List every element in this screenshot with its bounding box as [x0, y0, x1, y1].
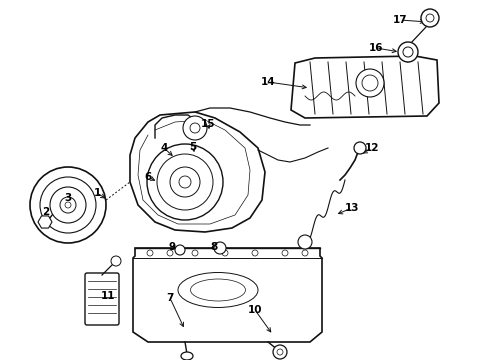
Circle shape — [421, 9, 439, 27]
Text: 6: 6 — [145, 172, 151, 182]
Circle shape — [30, 167, 106, 243]
Text: 1: 1 — [94, 188, 100, 198]
Text: 13: 13 — [345, 203, 359, 213]
Circle shape — [282, 250, 288, 256]
Polygon shape — [133, 248, 322, 342]
Text: 5: 5 — [189, 142, 196, 152]
Circle shape — [273, 345, 287, 359]
Circle shape — [354, 142, 366, 154]
Circle shape — [426, 14, 434, 22]
Ellipse shape — [191, 279, 245, 301]
Circle shape — [222, 250, 228, 256]
Circle shape — [214, 242, 226, 254]
Circle shape — [147, 144, 223, 220]
Ellipse shape — [178, 273, 258, 307]
Circle shape — [170, 167, 200, 197]
FancyBboxPatch shape — [85, 273, 119, 325]
Text: 11: 11 — [101, 291, 115, 301]
Polygon shape — [130, 112, 265, 232]
Text: 17: 17 — [392, 15, 407, 25]
Circle shape — [277, 349, 283, 355]
Text: 9: 9 — [169, 242, 175, 252]
Ellipse shape — [181, 352, 193, 360]
Circle shape — [183, 116, 207, 140]
Circle shape — [40, 177, 96, 233]
Circle shape — [175, 245, 185, 255]
Circle shape — [65, 202, 71, 208]
Circle shape — [60, 197, 76, 213]
Polygon shape — [291, 56, 439, 118]
Circle shape — [157, 154, 213, 210]
Text: 4: 4 — [160, 143, 168, 153]
Circle shape — [252, 250, 258, 256]
Circle shape — [111, 256, 121, 266]
Text: 12: 12 — [365, 143, 379, 153]
Circle shape — [167, 250, 173, 256]
Text: 16: 16 — [369, 43, 383, 53]
Circle shape — [356, 69, 384, 97]
Circle shape — [298, 235, 312, 249]
Text: 3: 3 — [64, 193, 72, 203]
Circle shape — [302, 250, 308, 256]
Polygon shape — [38, 216, 52, 228]
Text: 10: 10 — [248, 305, 262, 315]
Text: 7: 7 — [166, 293, 173, 303]
Circle shape — [192, 250, 198, 256]
Text: 8: 8 — [210, 242, 218, 252]
Circle shape — [362, 75, 378, 91]
Text: 2: 2 — [42, 207, 49, 217]
Circle shape — [190, 123, 200, 133]
Circle shape — [179, 176, 191, 188]
Circle shape — [398, 42, 418, 62]
Text: 15: 15 — [201, 119, 215, 129]
Text: 14: 14 — [261, 77, 275, 87]
Circle shape — [50, 187, 86, 223]
Circle shape — [403, 47, 413, 57]
Circle shape — [147, 250, 153, 256]
